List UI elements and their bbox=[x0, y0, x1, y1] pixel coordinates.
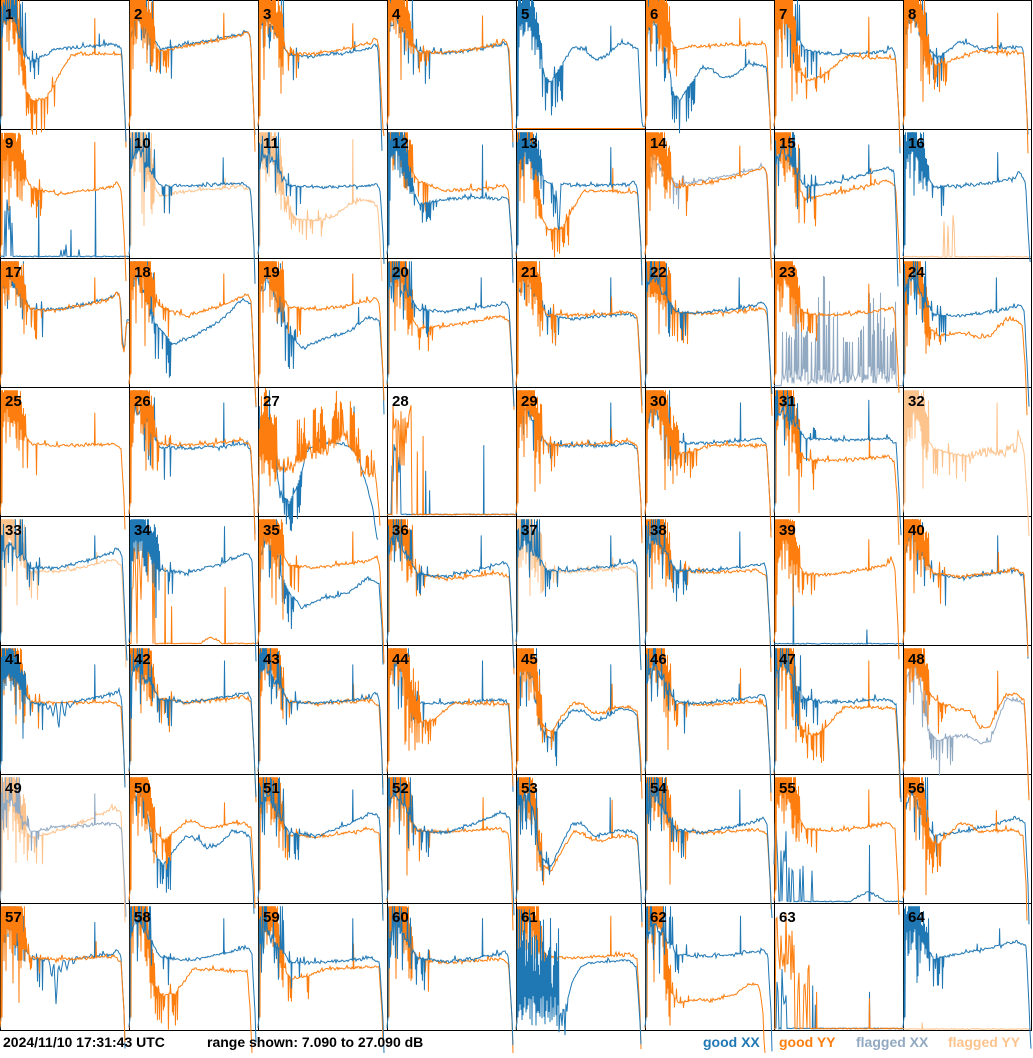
svg-text:range shown: 7.090 to 27.090 d: range shown: 7.090 to 27.090 dB bbox=[207, 1034, 423, 1050]
svg-text:8: 8 bbox=[908, 6, 916, 23]
svg-text:3: 3 bbox=[263, 6, 271, 23]
svg-text:15: 15 bbox=[779, 135, 796, 152]
svg-text:21: 21 bbox=[521, 264, 538, 281]
svg-text:61: 61 bbox=[521, 909, 538, 926]
svg-text:14: 14 bbox=[650, 135, 667, 152]
svg-text:62: 62 bbox=[650, 909, 667, 926]
svg-text:19: 19 bbox=[263, 264, 280, 281]
svg-text:24: 24 bbox=[908, 264, 925, 281]
svg-text:30: 30 bbox=[650, 393, 667, 410]
svg-text:2: 2 bbox=[134, 6, 142, 23]
svg-text:20: 20 bbox=[392, 264, 409, 281]
svg-text:31: 31 bbox=[779, 393, 796, 410]
svg-text:16: 16 bbox=[908, 135, 925, 152]
svg-text:flagged YY: flagged YY bbox=[948, 1034, 1021, 1050]
svg-text:18: 18 bbox=[134, 264, 151, 281]
svg-text:43: 43 bbox=[263, 651, 280, 668]
svg-text:57: 57 bbox=[5, 909, 22, 926]
svg-text:33: 33 bbox=[5, 522, 22, 539]
svg-text:56: 56 bbox=[908, 780, 925, 797]
svg-text:54: 54 bbox=[650, 780, 667, 797]
svg-text:1: 1 bbox=[5, 6, 13, 23]
svg-text:44: 44 bbox=[392, 651, 409, 668]
svg-text:27: 27 bbox=[263, 393, 280, 410]
svg-text:36: 36 bbox=[392, 522, 409, 539]
svg-text:22: 22 bbox=[650, 264, 667, 281]
svg-text:23: 23 bbox=[779, 264, 796, 281]
svg-text:52: 52 bbox=[392, 780, 409, 797]
svg-text:50: 50 bbox=[134, 780, 151, 797]
svg-text:60: 60 bbox=[392, 909, 409, 926]
svg-text:7: 7 bbox=[779, 6, 787, 23]
svg-text:10: 10 bbox=[134, 135, 151, 152]
svg-text:37: 37 bbox=[521, 522, 538, 539]
svg-text:9: 9 bbox=[5, 135, 13, 152]
svg-text:6: 6 bbox=[650, 6, 658, 23]
svg-text:5: 5 bbox=[521, 6, 529, 23]
svg-text:49: 49 bbox=[5, 780, 22, 797]
svg-text:34: 34 bbox=[134, 522, 151, 539]
svg-text:29: 29 bbox=[521, 393, 538, 410]
svg-text:58: 58 bbox=[134, 909, 151, 926]
svg-text:4: 4 bbox=[392, 6, 401, 23]
svg-text:good XX: good XX bbox=[703, 1034, 760, 1050]
svg-text:41: 41 bbox=[5, 651, 22, 668]
svg-text:53: 53 bbox=[521, 780, 538, 797]
svg-text:2024/11/10 17:31:43 UTC: 2024/11/10 17:31:43 UTC bbox=[3, 1034, 165, 1050]
svg-text:46: 46 bbox=[650, 651, 667, 668]
svg-text:47: 47 bbox=[779, 651, 796, 668]
svg-text:17: 17 bbox=[5, 264, 22, 281]
svg-text:64: 64 bbox=[908, 909, 925, 926]
svg-text:45: 45 bbox=[521, 651, 538, 668]
svg-text:48: 48 bbox=[908, 651, 925, 668]
svg-text:63: 63 bbox=[779, 909, 796, 926]
svg-text:25: 25 bbox=[5, 393, 22, 410]
svg-text:40: 40 bbox=[908, 522, 925, 539]
svg-text:42: 42 bbox=[134, 651, 151, 668]
svg-text:13: 13 bbox=[521, 135, 538, 152]
svg-text:51: 51 bbox=[263, 780, 280, 797]
svg-text:55: 55 bbox=[779, 780, 796, 797]
svg-text:32: 32 bbox=[908, 393, 925, 410]
svg-text:good YY: good YY bbox=[779, 1034, 836, 1050]
svg-text:38: 38 bbox=[650, 522, 667, 539]
svg-text:11: 11 bbox=[263, 135, 279, 152]
svg-text:12: 12 bbox=[392, 135, 409, 152]
svg-text:28: 28 bbox=[392, 393, 409, 410]
svg-text:35: 35 bbox=[263, 522, 280, 539]
svg-text:39: 39 bbox=[779, 522, 796, 539]
svg-text:59: 59 bbox=[263, 909, 280, 926]
svg-text:flagged XX: flagged XX bbox=[856, 1034, 929, 1050]
svg-text:26: 26 bbox=[134, 393, 151, 410]
